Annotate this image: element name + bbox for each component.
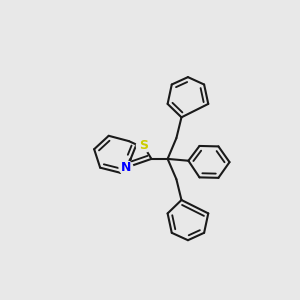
Circle shape	[136, 139, 150, 153]
Text: S: S	[139, 139, 148, 152]
Text: N: N	[121, 161, 131, 174]
Circle shape	[119, 161, 133, 175]
